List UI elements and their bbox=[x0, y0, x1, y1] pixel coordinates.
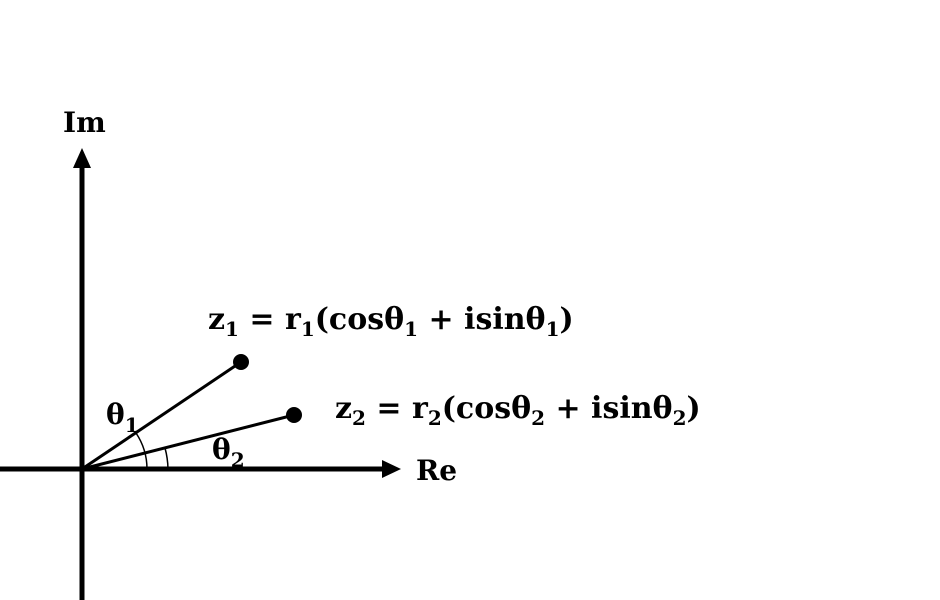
imaginary-axis-label: Im bbox=[63, 106, 106, 139]
theta1-label: θ1 bbox=[106, 398, 139, 437]
z1-point bbox=[233, 354, 249, 370]
z1-vector bbox=[81, 360, 242, 471]
z2-vector bbox=[81, 413, 295, 471]
real-axis-arrowhead bbox=[382, 460, 401, 478]
real-axis-label: Re bbox=[416, 454, 457, 487]
z2-equation: z2 = r2(cosθ2 + isinθ2) bbox=[335, 391, 701, 430]
z2-point bbox=[286, 407, 302, 423]
theta2-arc bbox=[164, 447, 169, 470]
theta2-label: θ2 bbox=[212, 433, 245, 472]
imaginary-axis-arrowhead bbox=[73, 148, 91, 168]
z1-equation: z1 = r1(cosθ1 + isinθ1) bbox=[208, 302, 574, 341]
theta1-arc bbox=[135, 432, 148, 470]
